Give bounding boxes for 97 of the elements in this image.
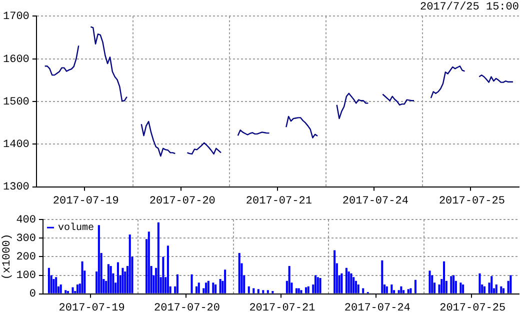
bar xyxy=(402,290,405,294)
bar xyxy=(478,273,481,294)
y-tick-label: 1300 xyxy=(3,182,30,194)
bar xyxy=(357,284,360,294)
bar xyxy=(128,234,131,294)
x-tick-label: 2017-07-20 xyxy=(154,302,220,314)
y-tick-label: 1600 xyxy=(3,54,30,66)
bar xyxy=(110,266,112,294)
bar xyxy=(390,284,393,294)
bar xyxy=(64,290,67,294)
bar xyxy=(196,286,198,294)
bar xyxy=(300,290,302,294)
bar xyxy=(148,232,150,294)
bar xyxy=(116,262,119,294)
bar xyxy=(398,290,400,294)
bar xyxy=(304,287,308,294)
y-tick-label: 200 xyxy=(16,252,36,264)
bar xyxy=(157,222,160,294)
bar xyxy=(452,275,455,294)
bar xyxy=(198,282,200,294)
bar xyxy=(386,286,388,294)
bar xyxy=(288,266,290,294)
y-tick-label: 0 xyxy=(29,288,36,301)
bar xyxy=(400,286,402,294)
bar xyxy=(450,276,452,294)
bar xyxy=(414,280,416,294)
y-tick-label: 1700 xyxy=(3,11,30,24)
x-tick-label: 2017-07-19 xyxy=(58,302,125,314)
bar xyxy=(460,282,462,294)
bar xyxy=(72,287,74,294)
chart-subtitle: 2017/7/25 15:00 xyxy=(420,2,519,14)
bar xyxy=(314,275,317,294)
bar xyxy=(81,261,84,294)
bar xyxy=(410,288,412,294)
bar xyxy=(52,278,55,294)
bar xyxy=(345,268,348,294)
bar xyxy=(352,277,355,294)
y-axis-title: (x1000) xyxy=(2,234,14,280)
y-tick-label: 1500 xyxy=(3,96,30,108)
bar xyxy=(362,288,364,294)
bar xyxy=(107,264,110,294)
bar xyxy=(248,286,250,294)
bar xyxy=(224,270,226,294)
bar xyxy=(55,277,58,294)
bar xyxy=(252,288,255,294)
bar xyxy=(176,274,178,294)
bar xyxy=(205,282,208,294)
bar xyxy=(319,278,322,294)
bar xyxy=(340,273,343,294)
x-tick-label: 2017-07-24 xyxy=(342,195,409,208)
bar xyxy=(510,275,512,294)
bar xyxy=(219,278,222,294)
bar xyxy=(428,270,431,294)
legend-label: volume xyxy=(58,222,94,234)
x-tick-label: 2017-07-25 xyxy=(440,302,506,314)
bar xyxy=(502,288,505,294)
bar xyxy=(495,284,498,294)
bar xyxy=(238,252,240,294)
bar xyxy=(350,273,352,294)
bar xyxy=(257,289,260,294)
bar xyxy=(381,260,384,294)
y-tick-label: 300 xyxy=(16,233,36,246)
bar xyxy=(207,280,210,294)
x-tick-label: 2017-07-21 xyxy=(249,302,316,314)
bar xyxy=(298,288,300,294)
bar xyxy=(307,286,310,294)
bar xyxy=(262,290,264,294)
y-tick-label: 1400 xyxy=(3,139,30,152)
y-tick-label: 100 xyxy=(16,270,36,282)
bar xyxy=(162,256,164,294)
x-tick-label: 2017-07-25 xyxy=(438,195,505,208)
bar xyxy=(490,276,493,294)
bar xyxy=(483,286,486,294)
bar xyxy=(462,284,464,294)
x-tick-label: 2017-07-24 xyxy=(344,302,411,314)
x-tick-label: 2017-07-19 xyxy=(52,195,119,208)
x-tick-label: 2017-07-21 xyxy=(246,195,312,208)
bar xyxy=(407,289,410,294)
bar xyxy=(348,272,350,294)
bar xyxy=(212,282,214,294)
bar xyxy=(354,280,357,294)
bar xyxy=(214,284,217,294)
y-tick-label: 400 xyxy=(16,214,36,227)
bar xyxy=(98,225,100,294)
bar xyxy=(190,274,193,294)
bar xyxy=(76,284,79,294)
bar xyxy=(60,284,62,294)
bar xyxy=(500,286,502,294)
bar xyxy=(48,268,50,294)
bar xyxy=(266,290,269,294)
bar xyxy=(295,288,298,294)
x-tick-label: 2017-07-20 xyxy=(149,195,216,208)
bar xyxy=(166,246,169,294)
bar xyxy=(443,261,446,294)
bar xyxy=(334,250,336,294)
bar xyxy=(122,268,124,294)
bar xyxy=(316,277,319,294)
